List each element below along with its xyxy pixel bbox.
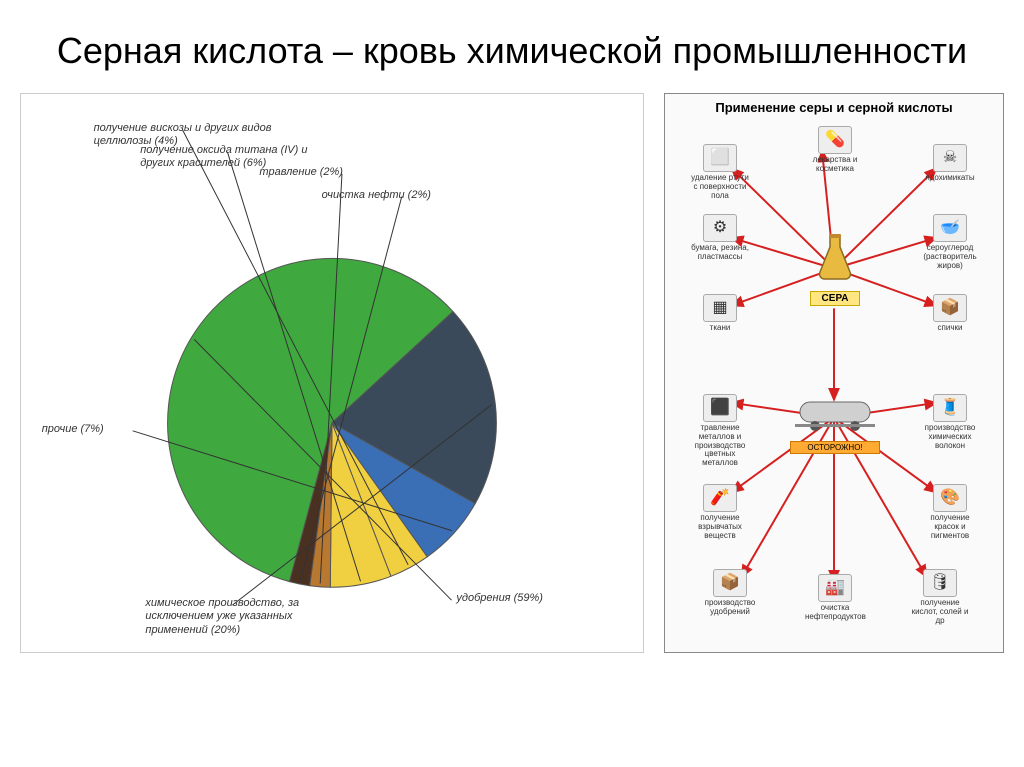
- application-label: лекарства и косметика: [805, 156, 865, 174]
- application-label: сероуглерод (растворитель жиров): [920, 244, 980, 270]
- application-label: производство удобрений: [700, 599, 760, 617]
- application-node: ▦ ткани: [690, 294, 750, 333]
- application-label: удаление ртути с поверхности пола: [690, 174, 750, 200]
- pie-slice-label: прочие (7%): [42, 423, 104, 436]
- pie-slice-label: травление (2%): [259, 166, 343, 179]
- application-icon: 🧨: [703, 484, 737, 512]
- application-label: бумага, резина, пластмассы: [690, 244, 750, 262]
- application-node: 📦 производство удобрений: [700, 569, 760, 617]
- pie-slice-label: удобрения (59%): [456, 592, 543, 605]
- application-icon: 🧵: [933, 394, 967, 422]
- page-title: Серная кислота – кровь химической промыш…: [0, 0, 1024, 83]
- application-icon: ▦: [703, 294, 737, 322]
- application-node: 🧵производство химических волокон: [920, 394, 980, 450]
- application-icon: 📦: [933, 294, 967, 322]
- application-node: 🎨получение красок и пигментов: [920, 484, 980, 540]
- application-label: травление металлов и производство цветны…: [690, 424, 750, 468]
- pie-panel: удобрения (59%) химическое производство, …: [20, 93, 644, 653]
- application-node: 🏭 очистка нефтепродуктов: [805, 574, 865, 622]
- application-icon: ☠: [933, 144, 967, 172]
- acid-tank: ОСТОРОЖНО!: [790, 394, 880, 454]
- application-label: спички: [920, 324, 980, 333]
- application-icon: ⬛: [703, 394, 737, 422]
- application-label: производство химических волокон: [920, 424, 980, 450]
- application-label: очистка нефтепродуктов: [805, 604, 865, 622]
- application-label: получение кислот, солей и др: [910, 599, 970, 625]
- infographic-panel: Применение серы и серной кислоты СЕРА ОС…: [664, 93, 1004, 653]
- application-icon: ⬜: [703, 144, 737, 172]
- sulfur-flask: СЕРА: [810, 234, 860, 306]
- application-label: ткани: [690, 324, 750, 333]
- application-icon: 🏭: [818, 574, 852, 602]
- application-node: 🥣сероуглерод (растворитель жиров): [920, 214, 980, 270]
- pie-slice-label: очистка нефти (2%): [322, 189, 431, 202]
- tank-label: ОСТОРОЖНО!: [790, 441, 880, 454]
- application-icon: 🛢: [923, 569, 957, 597]
- application-icon: 🥣: [933, 214, 967, 242]
- application-icon: 📦: [713, 569, 747, 597]
- application-node: 📦 спички: [920, 294, 980, 333]
- application-label: ядохимикаты: [920, 174, 980, 183]
- flask-label: СЕРА: [810, 291, 860, 306]
- application-icon: 🎨: [933, 484, 967, 512]
- application-icon: 💊: [818, 126, 852, 154]
- application-node: 💊 лекарства и косметика: [805, 126, 865, 174]
- application-node: ⬜удаление ртути с поверхности пола: [690, 144, 750, 200]
- application-node: 🛢получение кислот, солей и др: [910, 569, 970, 625]
- application-node: ⬛травление металлов и производство цветн…: [690, 394, 750, 468]
- application-node: 🧨получение взрывчатых веществ: [690, 484, 750, 540]
- application-node: ☠ ядохимикаты: [920, 144, 980, 183]
- application-label: получение красок и пигментов: [920, 514, 980, 540]
- application-icon: ⚙: [703, 214, 737, 242]
- application-label: получение взрывчатых веществ: [690, 514, 750, 540]
- application-node: ⚙ бумага, резина, пластмассы: [690, 214, 750, 262]
- content-row: удобрения (59%) химическое производство, …: [0, 83, 1024, 663]
- pie-slice-label: химическое производство, за исключением …: [145, 597, 325, 637]
